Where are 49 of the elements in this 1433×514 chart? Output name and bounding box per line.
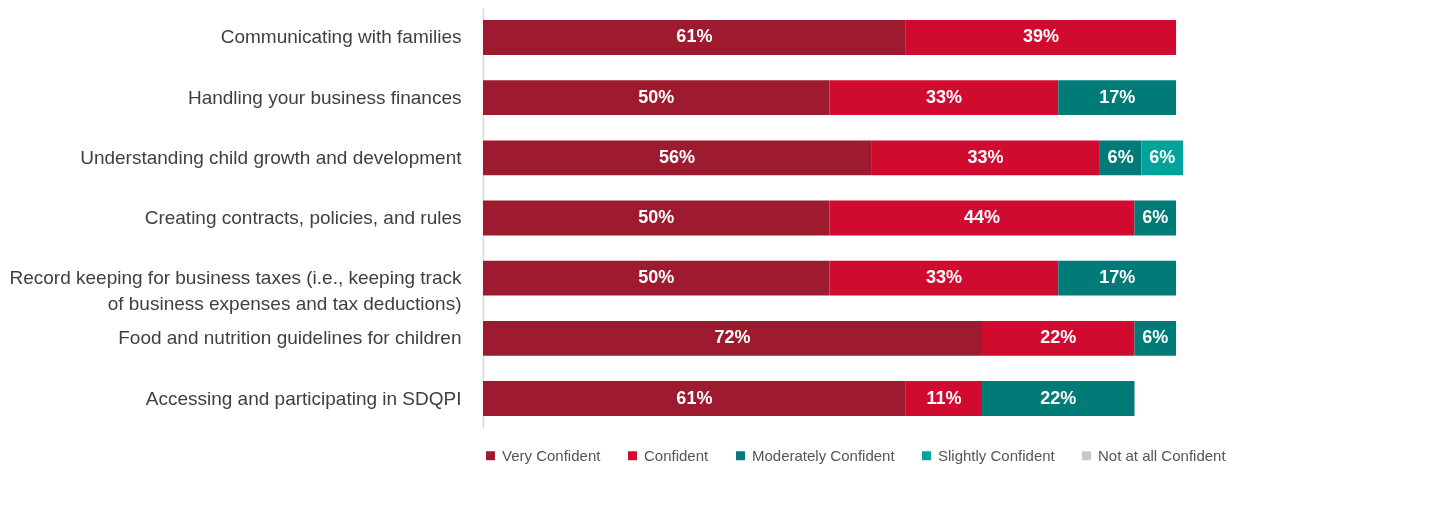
data-label: 33%: [967, 146, 1004, 167]
data-label: 17%: [1099, 86, 1136, 107]
data-label: 6%: [1142, 207, 1169, 227]
data-label: 44%: [963, 207, 1001, 227]
data-label: 50%: [638, 207, 675, 227]
bar: [483, 200, 830, 236]
data-label: 50%: [638, 86, 675, 107]
bar: [1058, 80, 1177, 116]
y-tick-label: Communicating with families: [220, 26, 462, 48]
data-label: 6%: [1142, 327, 1169, 348]
data-label: 50%: [638, 267, 675, 288]
bar: [871, 140, 1100, 176]
legend-label: Moderately Confident: [752, 446, 896, 464]
bar: [483, 320, 983, 356]
y-tick-label: Accessing and participating in SDQPI: [145, 387, 462, 409]
data-label: 22%: [1040, 327, 1077, 348]
data-label: 33%: [925, 86, 962, 107]
y-tick-label: Creating contracts, policies, and rules: [144, 207, 462, 228]
data-label: 11%: [926, 387, 962, 408]
data-label: 17%: [1099, 267, 1136, 288]
y-tick-label: Handling your business finances: [187, 86, 462, 108]
data-label: 33%: [925, 267, 962, 288]
bar: [829, 260, 1059, 296]
legend-label: Very Confident: [502, 446, 602, 464]
bar: [1058, 260, 1177, 296]
y-tick-label: Food and nutrition guidelines for children: [118, 327, 462, 349]
data-label: 61%: [676, 387, 713, 408]
data-label: 22%: [1040, 387, 1077, 408]
data-label: 6%: [1149, 146, 1176, 167]
data-label: 39%: [1022, 26, 1059, 47]
bar: [905, 20, 1177, 55]
y-tick-label: Record keeping for business taxes (i.e., keeping track of business expenses and tax deductions): [9, 267, 462, 315]
legend-label: Not at all Confident: [1098, 446, 1227, 464]
bar: [982, 381, 1135, 416]
data-label: 61%: [676, 26, 713, 47]
bar: [483, 381, 906, 416]
legend-label: Confident: [644, 446, 710, 464]
bar: [982, 320, 1135, 356]
bar: [829, 200, 1135, 236]
bar: [483, 80, 830, 116]
bar: [483, 260, 830, 296]
data-label: 72%: [714, 327, 751, 348]
legend-label: Slightly Confident: [938, 446, 1056, 464]
data-label: 6%: [1107, 146, 1134, 167]
data-label: 56%: [659, 146, 696, 167]
y-tick-label: Understanding child growth and development: [80, 146, 463, 168]
bar: [483, 140, 872, 176]
bar: [483, 20, 906, 55]
bar: [829, 80, 1059, 116]
